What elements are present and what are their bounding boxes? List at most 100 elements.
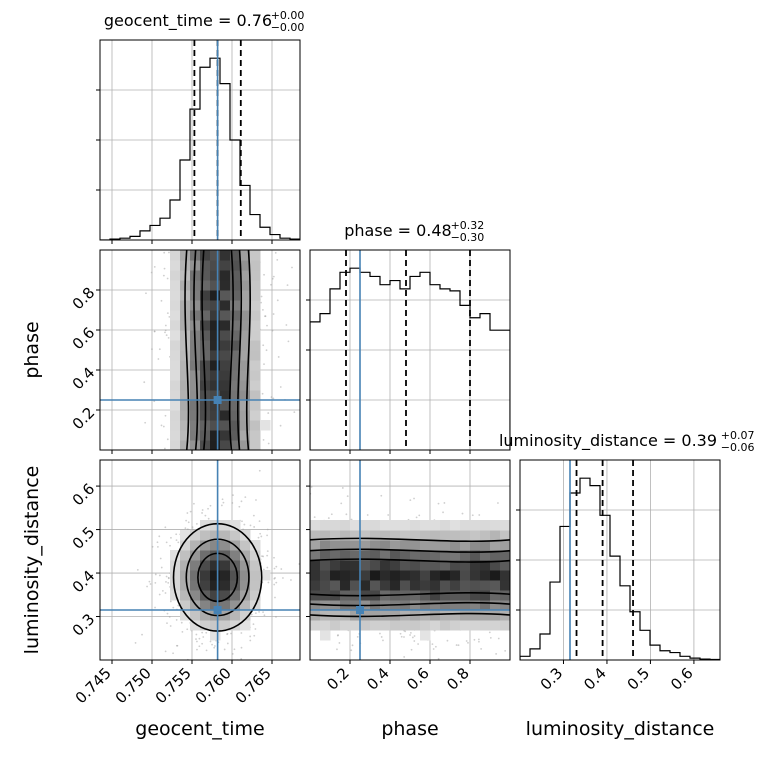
density-cell xyxy=(170,320,181,331)
density-cell xyxy=(310,620,321,631)
scatter-point xyxy=(153,330,156,333)
density-cell xyxy=(240,610,251,621)
density-cell xyxy=(190,290,201,301)
density-cell xyxy=(470,550,481,561)
density-cell xyxy=(200,270,211,281)
scatter-point xyxy=(263,273,265,276)
scatter-point xyxy=(287,340,290,343)
density-cell xyxy=(240,540,251,551)
density-cell xyxy=(190,530,201,541)
density-cell xyxy=(200,310,211,321)
title-subscript: −0.30 xyxy=(451,231,485,244)
density-cell xyxy=(180,580,191,591)
density-cell xyxy=(490,610,501,621)
scatter-point xyxy=(291,266,293,269)
density-cell xyxy=(380,540,391,551)
scatter-point xyxy=(410,648,413,651)
density-cell xyxy=(490,540,501,551)
density-cell xyxy=(250,580,261,591)
density-cell xyxy=(220,370,231,381)
density-cell xyxy=(250,290,261,301)
density-cell xyxy=(230,350,241,361)
density-cell xyxy=(210,320,221,331)
density-cell xyxy=(180,570,191,581)
scatter-point xyxy=(201,642,204,645)
scatter-point xyxy=(232,494,234,496)
scatter-point xyxy=(282,577,284,579)
scatter-point xyxy=(351,644,354,647)
density-cell xyxy=(400,620,411,631)
scatter-point xyxy=(222,501,225,504)
density-cell xyxy=(410,540,421,551)
density-cell xyxy=(220,280,231,291)
scatter-point xyxy=(495,653,498,655)
density-cell xyxy=(240,430,251,441)
density-cell xyxy=(210,530,221,541)
scatter-point xyxy=(254,612,257,615)
density-cell xyxy=(200,570,211,581)
panel-phase-geocent_time: 0.2 0.4 0.6 0.8 xyxy=(69,249,301,454)
scatter-point xyxy=(267,412,270,414)
scatter-point xyxy=(170,536,172,539)
density-cell xyxy=(210,410,221,421)
scatter-point xyxy=(270,283,272,286)
scatter-point xyxy=(272,275,275,278)
x-tick-label: 0.750 xyxy=(112,664,155,707)
scatter-point xyxy=(266,554,269,557)
density-cell xyxy=(320,530,331,541)
density-cell xyxy=(430,600,441,611)
scatter-point xyxy=(145,292,147,295)
density-cell xyxy=(410,570,421,581)
density-cell xyxy=(470,570,481,581)
density-cell xyxy=(220,420,231,431)
scatter-point xyxy=(151,348,153,350)
scatter-point xyxy=(434,645,437,648)
scatter-point xyxy=(330,513,333,516)
density-cell xyxy=(220,520,231,531)
density-cell xyxy=(500,550,510,561)
scatter-point xyxy=(413,635,416,637)
density-cell xyxy=(170,340,181,351)
density-cell xyxy=(340,560,351,571)
scatter-point xyxy=(380,494,383,497)
density-cell xyxy=(420,540,431,551)
scatter-point xyxy=(403,656,406,658)
density-cell xyxy=(190,570,201,581)
scatter-point xyxy=(238,505,241,508)
title-subscript: −0.06 xyxy=(721,441,755,454)
histogram-phase xyxy=(310,267,510,450)
density-cell xyxy=(380,520,391,531)
scatter-point xyxy=(243,523,246,526)
scatter-point xyxy=(189,510,192,513)
scatter-point xyxy=(150,271,153,274)
scatter-point xyxy=(160,299,163,302)
density-cell xyxy=(220,530,231,541)
density-cell xyxy=(330,560,341,571)
density-cell xyxy=(390,550,401,561)
density-cell xyxy=(190,430,201,441)
scatter-point xyxy=(258,520,261,523)
y-axis-label-phase: phase xyxy=(21,321,43,378)
density-cell xyxy=(170,570,181,581)
density-cell xyxy=(490,530,501,541)
contours xyxy=(184,250,251,450)
scatter-point xyxy=(336,648,338,651)
density-cell xyxy=(230,580,241,591)
title-text: luminosity_distance = 0.39 xyxy=(499,431,717,451)
density-cell xyxy=(230,520,241,531)
scatter-point xyxy=(432,648,435,650)
scatter-point xyxy=(169,600,172,603)
density-cell xyxy=(340,550,351,561)
density-cell xyxy=(370,610,381,621)
scatter-point xyxy=(276,258,279,261)
density-cell xyxy=(250,360,261,371)
scatter-point xyxy=(165,541,168,544)
scatter-point xyxy=(293,411,296,414)
density-cell xyxy=(310,560,321,571)
density-cell xyxy=(340,610,351,621)
y-tick-label: 0.6 xyxy=(69,480,99,510)
density-cell xyxy=(390,620,401,631)
density-cell xyxy=(350,520,361,531)
scatter-point xyxy=(198,637,201,640)
